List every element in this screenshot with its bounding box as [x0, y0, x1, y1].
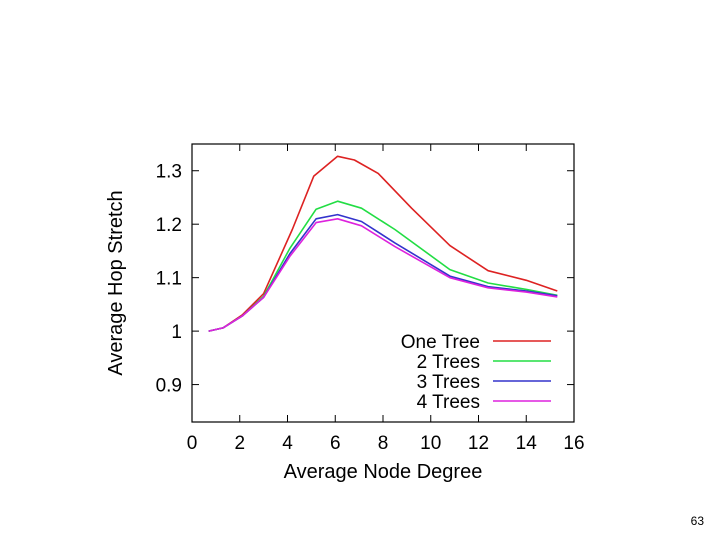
axis-ticks	[191, 144, 575, 422]
legend-label-4: 4 Trees	[417, 392, 480, 413]
y-tick-label: 1.3	[156, 162, 182, 183]
x-tick-label: 10	[420, 433, 441, 454]
legend-label-3: 3 Trees	[417, 372, 480, 393]
series-line-4	[208, 218, 558, 332]
y-axis-label: Average Hop Stretch	[105, 190, 127, 375]
x-tick-label: 14	[516, 433, 538, 454]
x-tick-label: 0	[187, 433, 198, 454]
y-tick-label: 1.2	[156, 215, 182, 236]
series-line-2	[208, 200, 558, 332]
series-lines	[208, 155, 558, 332]
y-tick-label: 1	[171, 322, 182, 343]
page-number: 63	[690, 514, 704, 528]
x-tick-label: 4	[282, 433, 293, 454]
legend-label-2: 2 Trees	[417, 352, 480, 373]
legend-label-1: One Tree	[401, 332, 480, 353]
series-line-1	[208, 155, 558, 332]
series-line-3	[208, 213, 558, 332]
x-axis-label: Average Node Degree	[284, 461, 483, 483]
x-tick-label: 8	[378, 433, 389, 454]
x-tick-label: 12	[468, 433, 489, 454]
tick-labels: 0 2 4 6 8 10 12 14 16 0.9 1 1.1 1.2 1.3	[156, 162, 585, 454]
x-tick-label: 2	[234, 433, 245, 454]
y-tick-label: 1.1	[156, 269, 182, 290]
x-tick-label: 6	[330, 433, 341, 454]
y-tick-label: 0.9	[156, 376, 182, 397]
x-tick-label: 16	[563, 433, 584, 454]
